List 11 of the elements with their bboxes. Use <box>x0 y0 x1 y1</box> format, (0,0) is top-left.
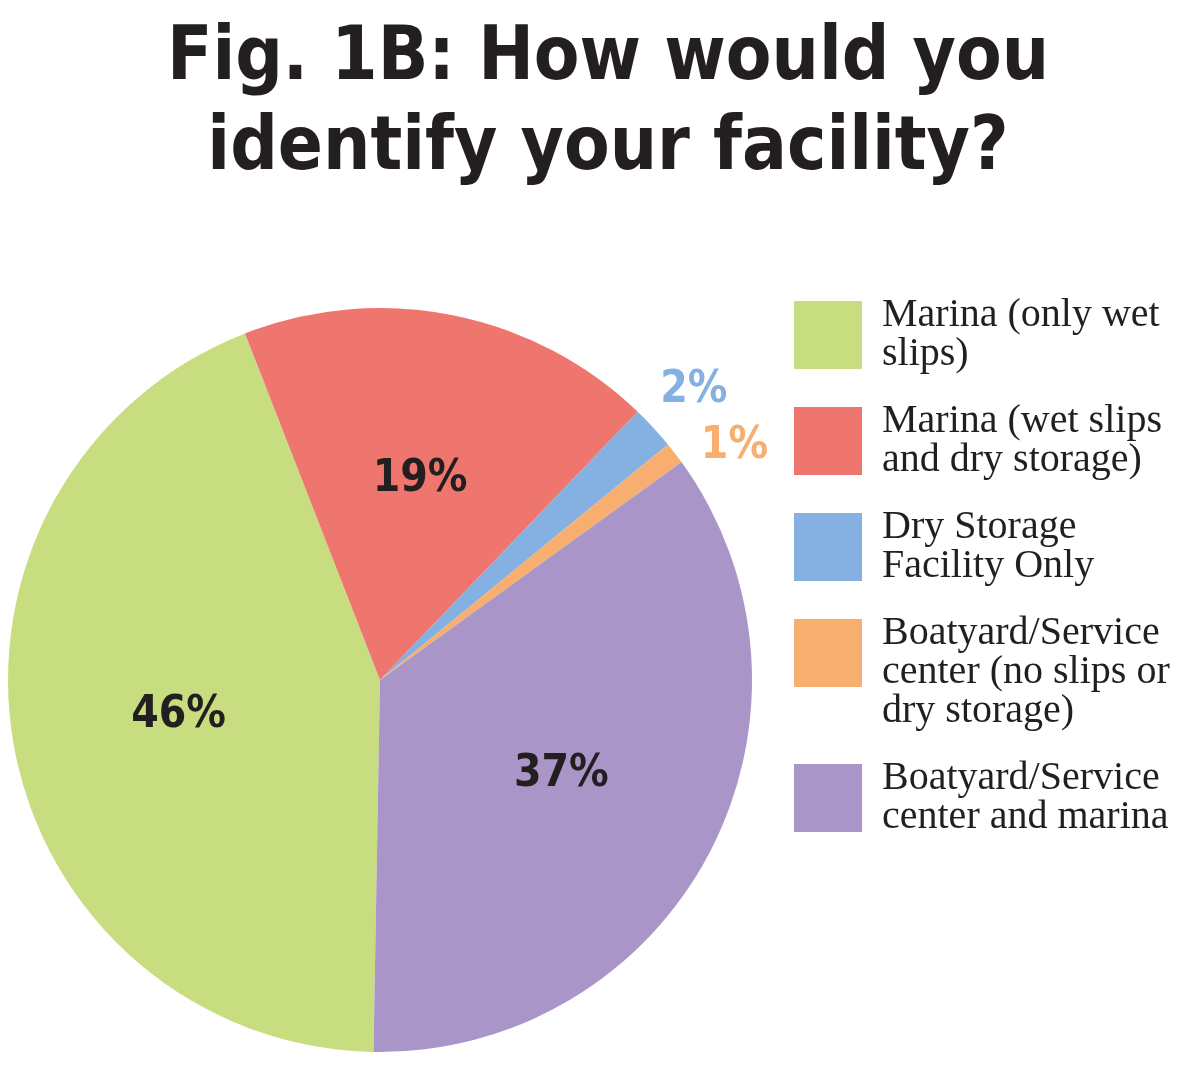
data-label: 19% <box>372 449 468 501</box>
legend-label: Marina (only wet slips) <box>882 290 1161 374</box>
chart-title: Fig. 1B: How would you identify your facility? <box>165 9 1051 188</box>
legend-label: Marina (wet slips and dry storage) <box>882 396 1163 480</box>
data-label: 2% <box>660 360 728 412</box>
legend-label: Dry Storage Facility Only <box>882 502 1096 586</box>
legend-label: Boatyard/Service center and marina <box>882 753 1170 837</box>
data-label: 46% <box>131 686 226 738</box>
data-label: 1% <box>700 416 769 468</box>
legend-label: Boatyard/Service center (no slips or dry storage) <box>882 608 1171 731</box>
data-label: 37% <box>513 745 609 797</box>
